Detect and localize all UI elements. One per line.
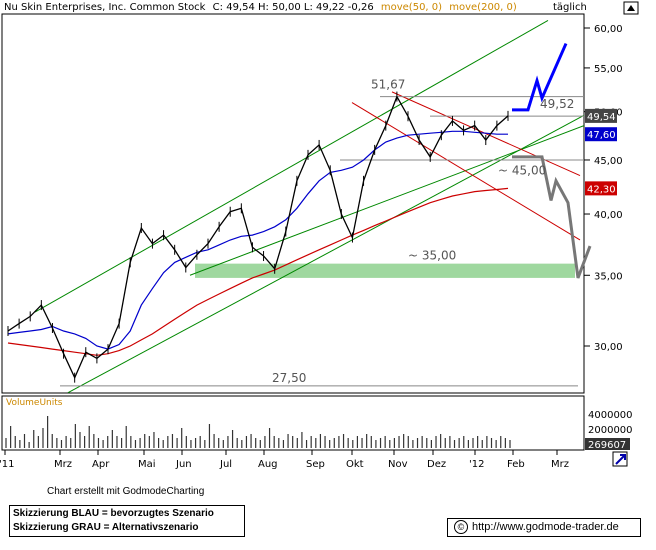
- ma200-line-group: [7, 187, 509, 356]
- y-tick-label: 40,00: [594, 210, 623, 221]
- price-annotations: 51,67 49,52 ~ 45,00 ~ 35,00 27,50: [272, 77, 574, 385]
- y-tick-label: 55,00: [594, 64, 623, 75]
- low-label: 27,50: [272, 371, 306, 385]
- last-price-tag: 49,54: [587, 112, 616, 123]
- scenario-blue-path: [512, 42, 568, 112]
- website-link[interactable]: © http://www.godmode-trader.de: [447, 518, 641, 537]
- price-line-group: [7, 91, 509, 383]
- x-axis: '11 Mrz Apr Mai Jun Jul Aug Sep Okt Nov Dez '12 Feb M…: [0, 450, 569, 470]
- ma200-tag-bg: [585, 181, 617, 196]
- ma50-tag-bg: [585, 127, 617, 142]
- website-url[interactable]: http://www.godmode-trader.de: [472, 521, 619, 533]
- copyright-icon: ©: [454, 520, 468, 534]
- chart-credit: Chart erstellt mit GodmodeCharting: [47, 486, 205, 497]
- volume-tick-label: 2000000: [588, 425, 633, 436]
- x-tick-label: Mrz: [551, 459, 569, 470]
- scroll-up-icon[interactable]: [623, 1, 639, 15]
- price-line: [7, 95, 509, 380]
- volume-bars: 4000000 2000000 269607: [5, 410, 633, 451]
- x-tick-label: '12: [469, 459, 484, 470]
- price-tags: 49,54 47,60 42,30: [585, 108, 617, 196]
- x-tick-label: Jul: [219, 459, 232, 470]
- scenario-sketches: [512, 42, 592, 279]
- last-price-tag-bg: [585, 108, 617, 123]
- period-label: täglich: [553, 2, 587, 13]
- resistance-line-lower: [351, 102, 581, 241]
- y-tick-label: 45,00: [594, 156, 623, 167]
- resistance-label: 49,52: [540, 97, 574, 111]
- trend-lines: [34, 19, 585, 394]
- support-zone: [195, 263, 575, 278]
- ma50-tag: 47,60: [587, 130, 616, 141]
- x-tick-label: Mai: [138, 459, 156, 470]
- volume-last-bg: [585, 438, 630, 450]
- high-label: 51,67: [371, 77, 405, 91]
- x-tick-label: Sep: [306, 459, 325, 470]
- ma50-line: [7, 130, 508, 350]
- x-tick-label: Nov: [388, 459, 408, 470]
- x-tick-label: Apr: [92, 459, 110, 470]
- y-tick-label: 35,00: [594, 271, 623, 282]
- volume-tick-label: 4000000: [588, 410, 633, 421]
- support-zone-band: [195, 263, 575, 278]
- legend-blue: Skizzierung BLAU = bevorzugtes Szenario: [13, 508, 214, 519]
- volume-last-label: 269607: [588, 440, 626, 451]
- x-tick-label: Mrz: [54, 459, 72, 470]
- support2-label: ~ 35,00: [408, 249, 456, 263]
- scenario-legend: Skizzierung BLAU = bevorzugtes Szenario …: [9, 505, 245, 537]
- x-tick-label: Dez: [427, 459, 446, 470]
- y-tick-label: 30,00: [594, 342, 623, 353]
- x-tick-label: Feb: [507, 459, 525, 470]
- chart-title: Nu Skin Enterprises, Inc. Common Stock C…: [4, 2, 517, 13]
- x-tick-label: Aug: [258, 459, 278, 470]
- support1-label: ~ 45,00: [498, 163, 546, 177]
- volume-label: VolumeUnits: [6, 398, 63, 408]
- ma200-tag: 42,30: [587, 184, 616, 195]
- zoom-arrow-icon[interactable]: [612, 451, 628, 467]
- legend-grey: Skizzierung GRAU = Alternativszenario: [13, 522, 199, 533]
- y-tick-label: 60,00: [594, 24, 623, 35]
- x-tick-label: Okt: [346, 459, 364, 470]
- ma200-line: [7, 187, 509, 356]
- ma50-line-group: [7, 130, 508, 350]
- scenario-grey-path: [512, 155, 592, 279]
- x-tick-label: Jun: [175, 459, 192, 470]
- price-panel: [1, 13, 585, 394]
- lower-channel-line: [67, 114, 585, 394]
- x-tick-label: '11: [0, 459, 14, 470]
- upper-channel-line: [34, 19, 549, 313]
